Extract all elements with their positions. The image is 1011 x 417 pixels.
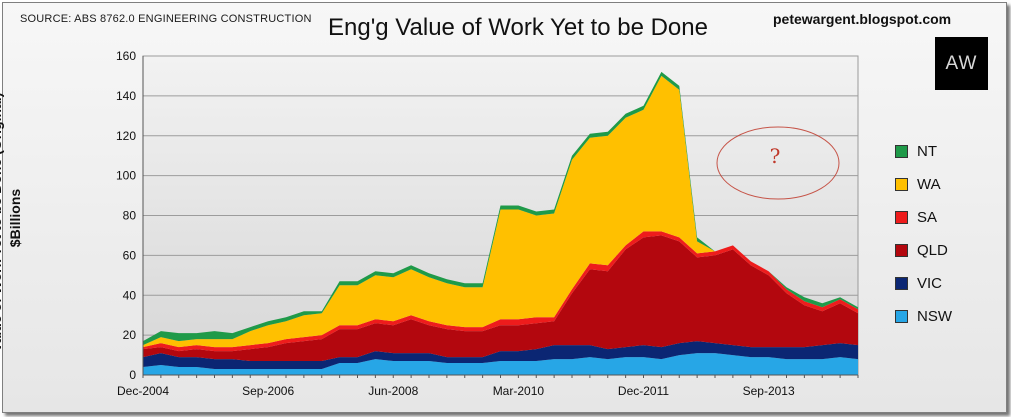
legend-label: NSW [917, 307, 952, 325]
legend-swatch [895, 177, 908, 191]
x-tick-label: Mar-2010 [493, 384, 545, 398]
legend-item-sa: SA [895, 208, 938, 226]
y-tick-label: 80 [123, 209, 137, 223]
legend-item-wa: WA [895, 175, 941, 193]
legend-label: NT [917, 142, 937, 160]
area-wa [143, 75, 858, 348]
legend-swatch [895, 210, 908, 224]
y-tick-label: 100 [116, 169, 136, 183]
legend-item-nt: NT [895, 142, 937, 160]
legend-item-qld: QLD [895, 241, 948, 259]
legend-item-nsw: NSW [895, 307, 952, 325]
x-tick-label: Sep-2013 [743, 384, 795, 398]
area-qld [143, 235, 858, 361]
legend-label: WA [917, 175, 941, 193]
x-tick-label: Sep-2006 [242, 384, 294, 398]
y-tick-label: 40 [123, 288, 137, 302]
y-tick-label: 20 [123, 328, 137, 342]
y-tick-label: 0 [129, 368, 136, 382]
blog-url: petewargent.blogspot.com [773, 11, 952, 27]
y-tick-label: 160 [116, 49, 136, 63]
legend-label: SA [917, 208, 938, 226]
x-tick-label: Dec-2011 [618, 384, 669, 398]
legend-swatch [895, 243, 908, 257]
legend-swatch [895, 309, 908, 323]
annotation-question-mark: ? [770, 144, 781, 168]
x-tick-label: Jun-2008 [368, 384, 418, 398]
source-note: SOURCE: ABS 8762.0 ENGINEERING CONSTRUCT… [20, 13, 312, 25]
area-nsw [143, 353, 858, 375]
annotation-ellipse [716, 126, 840, 200]
legend-label: VIC [917, 274, 943, 292]
area-nt [143, 71, 858, 346]
x-tick-label: Dec-2004 [117, 384, 169, 398]
y-tick-label: 140 [116, 89, 136, 103]
area-vic [143, 341, 858, 369]
aw-logo: AW [935, 37, 988, 90]
y-tick-label: 120 [116, 129, 136, 143]
legend-label: QLD [917, 241, 948, 259]
legend-item-vic: VIC [895, 274, 943, 292]
legend-swatch [895, 144, 908, 158]
legend-swatch [895, 276, 908, 290]
y-tick-label: 60 [123, 248, 137, 262]
chart-title: Eng'g Value of Work Yet to be Done [328, 14, 708, 41]
logo-text: AW [945, 52, 978, 74]
